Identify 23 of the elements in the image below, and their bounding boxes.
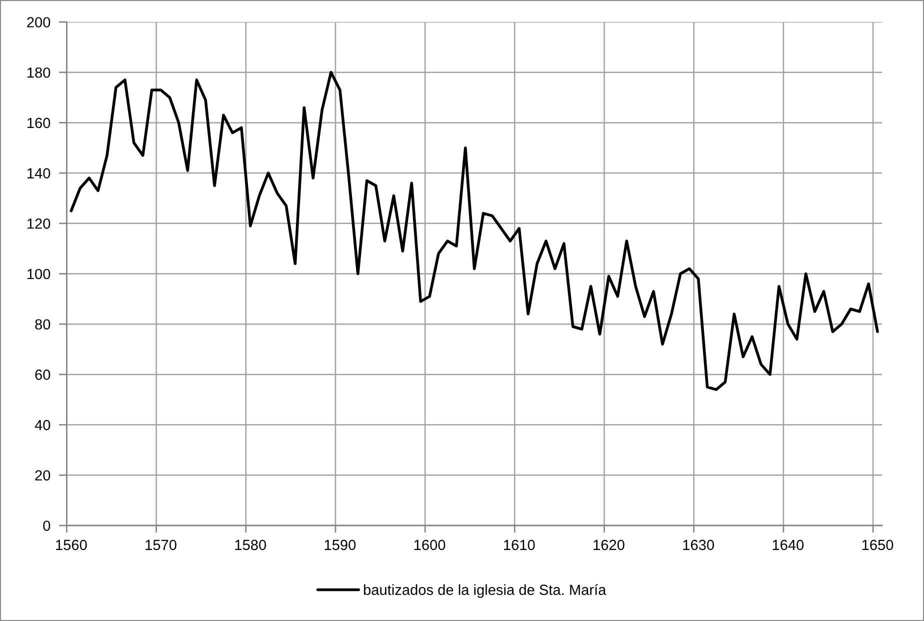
y-tick-label: 180 (28, 67, 50, 78)
y-tick-label: 100 (28, 268, 50, 280)
x-tick-label: 1620 (594, 540, 624, 550)
x-tick-label: 1640 (772, 540, 804, 550)
y-tick-label: 0 (43, 520, 50, 531)
x-tick-label: 1630 (683, 540, 714, 550)
y-tick-label: 40 (34, 420, 50, 430)
y-tick-label: 80 (35, 319, 50, 330)
line-series (70, 70, 879, 391)
y-tick-label: 160 (28, 118, 50, 128)
y-tick-label: 60 (35, 370, 50, 380)
y-tick-label: 140 (28, 168, 50, 178)
x-tick-label: 1590 (324, 540, 356, 550)
x-tick-label: 1570 (146, 540, 176, 550)
x-tick-label: 1650 (862, 540, 894, 550)
y-tick-label: 200 (27, 17, 50, 28)
x-tick-label: 1560 (56, 540, 87, 550)
x-tick-label: 1610 (504, 540, 535, 550)
y-tick-label: 120 (28, 218, 50, 229)
x-tick-label: 1580 (235, 540, 266, 550)
legend-label: bautizados de la iglesia de Sta. María (364, 584, 606, 598)
y-tick-label: 20 (35, 470, 50, 481)
x-tick-label: 1600 (414, 540, 446, 550)
